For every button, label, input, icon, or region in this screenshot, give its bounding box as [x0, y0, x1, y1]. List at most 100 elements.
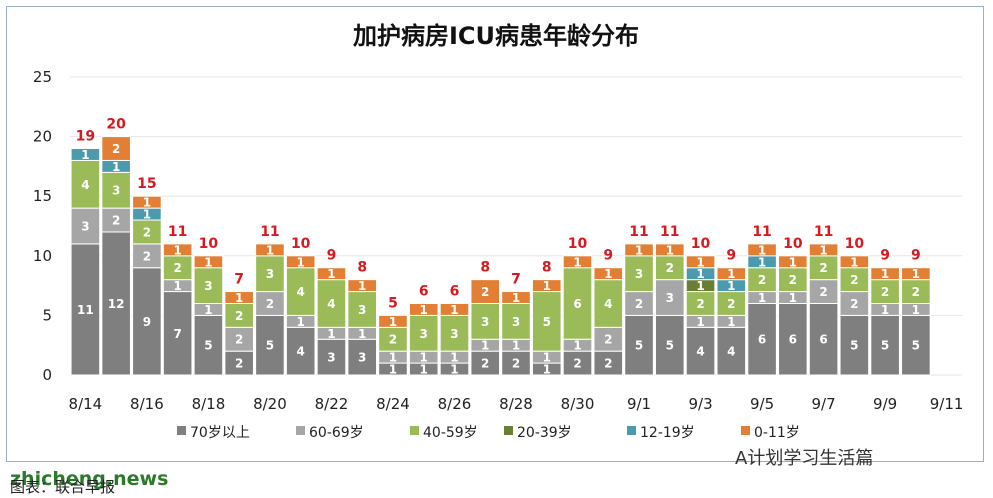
segment-value-label: 6 [789, 333, 797, 347]
bar-segment [747, 243, 777, 257]
total-value-label: 5 [388, 295, 398, 311]
legend-label: 20-39岁 [517, 425, 572, 441]
bar-segment [101, 171, 131, 209]
segment-value-label: 2 [819, 285, 827, 299]
bar-segment [439, 302, 470, 316]
x-tick-label: 8/18 [192, 395, 226, 413]
segment-value-label: 4 [297, 285, 305, 299]
segment-value-label: 1 [758, 255, 766, 269]
bar-segment [747, 302, 777, 376]
bar-segment [501, 302, 531, 340]
bar-segment [624, 314, 654, 376]
segment-value-label: 1 [389, 351, 397, 365]
bar-segment [901, 267, 931, 281]
x-tick-label: 9/5 [750, 395, 774, 413]
segment-value-label: 1 [173, 279, 181, 293]
segment-value-label: 5 [881, 339, 889, 353]
total-value-label: 7 [511, 272, 521, 288]
segment-value-label: 2 [604, 357, 612, 371]
total-value-label: 11 [168, 224, 187, 240]
total-value-label: 11 [752, 224, 771, 240]
segment-value-label: 1 [204, 303, 212, 317]
segment-value-label: 5 [850, 339, 858, 353]
segment-value-label: 6 [758, 333, 766, 347]
bar-segment [193, 255, 224, 269]
segment-value-label: 1 [420, 351, 428, 365]
total-value-label: 7 [234, 272, 244, 288]
bar-segment [531, 279, 562, 293]
bar-segment [501, 291, 531, 304]
segment-value-label: 5 [666, 339, 674, 353]
segment-value-label: 2 [143, 249, 151, 263]
bar-segment [716, 267, 747, 281]
segment-value-label: 1 [389, 315, 397, 329]
x-tick-label: 8/20 [253, 395, 287, 413]
x-tick-label: 9/1 [627, 395, 651, 413]
total-value-label: 11 [629, 224, 648, 240]
segment-value-label: 2 [481, 285, 489, 299]
segment-value-label: 1 [573, 255, 581, 269]
segment-value-label: 2 [389, 333, 397, 347]
total-value-label: 10 [199, 236, 219, 252]
bar-segment [132, 195, 162, 209]
bar-segment [224, 291, 254, 304]
bar-segment [347, 291, 378, 328]
wechat-caption: A计划学习生活篇 [735, 448, 874, 469]
bar-segment [870, 267, 900, 281]
segment-value-label: 2 [573, 357, 581, 371]
segment-value-label: 3 [512, 315, 520, 329]
chart-frame [6, 6, 984, 462]
segment-value-label: 1 [850, 255, 858, 269]
segment-value-label: 1 [481, 339, 489, 353]
segment-value-label: 4 [604, 297, 612, 311]
legend-label: 40-59岁 [423, 425, 478, 441]
bar-segment [439, 314, 470, 352]
bar-segment [624, 243, 654, 257]
segment-value-label: 1 [112, 160, 120, 174]
segment-value-label: 2 [666, 261, 674, 275]
segment-value-label: 3 [358, 351, 366, 365]
segment-value-label: 1 [696, 315, 704, 329]
segment-value-label: 2 [112, 142, 120, 156]
segment-value-label: 2 [604, 333, 612, 347]
total-value-label: 10 [568, 236, 588, 252]
legend-swatch [627, 426, 636, 435]
segment-value-label: 1 [881, 267, 889, 281]
legend-label: 70岁以上 [190, 425, 250, 441]
segment-value-label: 2 [850, 297, 858, 311]
segment-value-label: 1 [696, 267, 704, 281]
total-value-label: 10 [845, 236, 865, 252]
segment-value-label: 1 [297, 255, 305, 269]
total-value-label: 8 [542, 260, 552, 276]
segment-value-label: 3 [112, 184, 120, 198]
segment-value-label: 1 [143, 208, 151, 222]
segment-value-label: 4 [696, 345, 704, 359]
segment-value-label: 2 [696, 297, 704, 311]
bar-segment [531, 291, 562, 352]
y-tick-label: 15 [33, 187, 52, 205]
bar-segment [193, 314, 224, 376]
total-value-label: 8 [357, 260, 367, 276]
x-tick-label: 8/30 [561, 395, 595, 413]
bar-segment [70, 148, 101, 161]
bar-segment [347, 279, 378, 293]
x-axis: 8/14 8/16 8/18 8/20 8/22 8/24 8/26 8/28 8/30 9/1 9… [69, 395, 964, 413]
segment-value-label: 1 [512, 339, 520, 353]
total-value-label: 11 [814, 224, 833, 240]
bars: 1134119122312209221115712111513110222175… [70, 117, 931, 377]
segment-value-label: 1 [450, 303, 458, 317]
segment-value-label: 2 [266, 297, 274, 311]
segment-value-label: 1 [327, 327, 335, 341]
bar-segment [778, 255, 808, 269]
bar-segment [408, 302, 439, 316]
segment-value-label: 12 [108, 297, 125, 311]
x-tick-label: 8/26 [438, 395, 472, 413]
legend-label: 0-11岁 [754, 425, 800, 441]
segment-value-label: 5 [912, 339, 920, 353]
y-tick-label: 0 [42, 366, 52, 384]
legend-swatch [296, 426, 305, 435]
legend-swatch [504, 426, 513, 435]
total-value-label: 9 [880, 248, 890, 264]
bar-segment [316, 338, 347, 376]
bar-segment [408, 314, 439, 352]
